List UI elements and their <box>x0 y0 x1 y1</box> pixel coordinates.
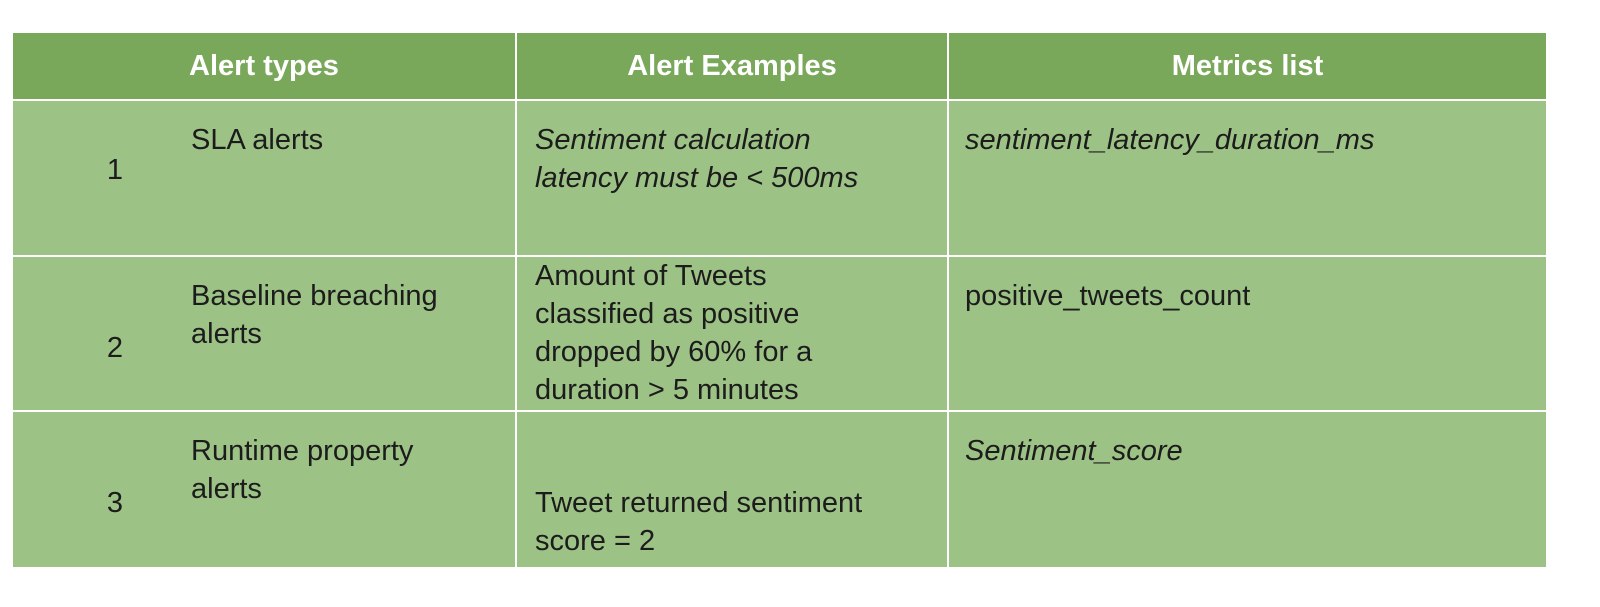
metric-name: positive_tweets_count <box>965 280 1251 312</box>
alert-example-cell: Amount of Tweets classified as positive … <box>517 257 947 410</box>
table-row: 3 Runtime property alerts Tweet returned… <box>13 412 1546 567</box>
alert-type-cell: 3 Runtime property alerts <box>13 412 515 567</box>
metric-name: Sentiment_score <box>965 435 1183 467</box>
alert-type-label: Baseline breaching alerts <box>191 280 438 350</box>
metric-name: sentiment_latency_duration_ms <box>965 124 1375 156</box>
row-number: 3 <box>106 487 124 519</box>
column-divider <box>515 33 517 567</box>
table-header-row: Alert types Alert Examples Metrics list <box>13 33 1546 99</box>
alert-type-cell: 2 Baseline breaching alerts <box>13 257 515 410</box>
row-number: 1 <box>106 154 124 186</box>
alert-type-label: SLA alerts <box>191 124 324 156</box>
alert-type-label: Runtime property alerts <box>191 435 414 505</box>
metric-cell: sentiment_latency_duration_ms <box>949 101 1546 255</box>
alert-example-cell: Sentiment calculation latency must be < … <box>517 101 947 255</box>
table-row: 1 SLA alerts Sentiment calculation laten… <box>13 101 1546 255</box>
column-divider <box>947 33 949 567</box>
alert-example-cell: Tweet returned sentiment score = 2 <box>517 412 947 567</box>
header-metrics-list: Metrics list <box>1171 49 1324 82</box>
alert-type-cell: 1 SLA alerts <box>13 101 515 255</box>
alert-example-text: Amount of Tweets classified as positive … <box>535 260 813 406</box>
metric-cell: positive_tweets_count <box>949 257 1546 410</box>
alert-example-text: Tweet returned sentiment score = 2 <box>535 487 863 557</box>
table-row: 2 Baseline breaching alerts Amount of Tw… <box>13 257 1546 410</box>
header-alert-types: Alert types <box>189 49 339 82</box>
row-number: 2 <box>106 332 124 364</box>
alert-example-text: Sentiment calculation latency must be < … <box>535 124 859 194</box>
header-alert-examples: Alert Examples <box>627 49 837 82</box>
metric-cell: Sentiment_score <box>949 412 1546 567</box>
alerts-table: Alert types Alert Examples Metrics list … <box>13 33 1546 567</box>
